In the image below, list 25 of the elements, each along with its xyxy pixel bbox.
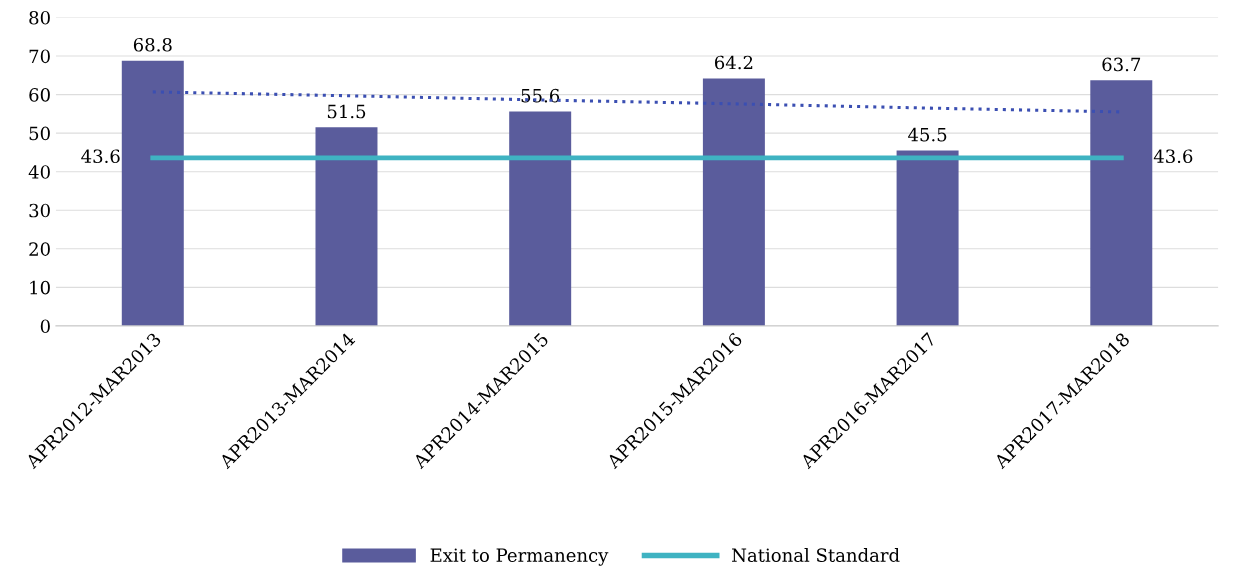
y-tick-label: 40 — [28, 165, 50, 179]
legend-label: Exit to Permanency — [430, 548, 609, 566]
data-label: 55.6 — [521, 88, 560, 103]
bar — [1090, 80, 1153, 326]
data-label: 63.7 — [1102, 57, 1141, 72]
data-label: 64.2 — [714, 55, 753, 70]
data-label: 68.8 — [133, 37, 172, 52]
bar — [121, 60, 184, 326]
y-tick-label: 80 — [29, 10, 50, 25]
y-tick-label: 20 — [29, 242, 50, 256]
y-tick-label: 60 — [29, 88, 50, 102]
data-label: 43.6 — [81, 149, 120, 164]
y-tick-label: 10 — [30, 280, 50, 295]
data-label: 45.5 — [908, 127, 947, 142]
data-label: 51.5 — [327, 104, 366, 119]
legend-label: National Standard — [732, 548, 900, 562]
bar — [702, 78, 765, 326]
bar — [896, 150, 959, 326]
y-tick-label: 50 — [29, 126, 50, 141]
y-tick-label: 0 — [40, 319, 50, 334]
y-tick-label: 30 — [29, 203, 50, 218]
data-label: 43.6 — [1153, 149, 1193, 164]
y-tick-label: 70 — [29, 49, 50, 64]
bar — [315, 127, 378, 326]
bar — [509, 111, 572, 326]
